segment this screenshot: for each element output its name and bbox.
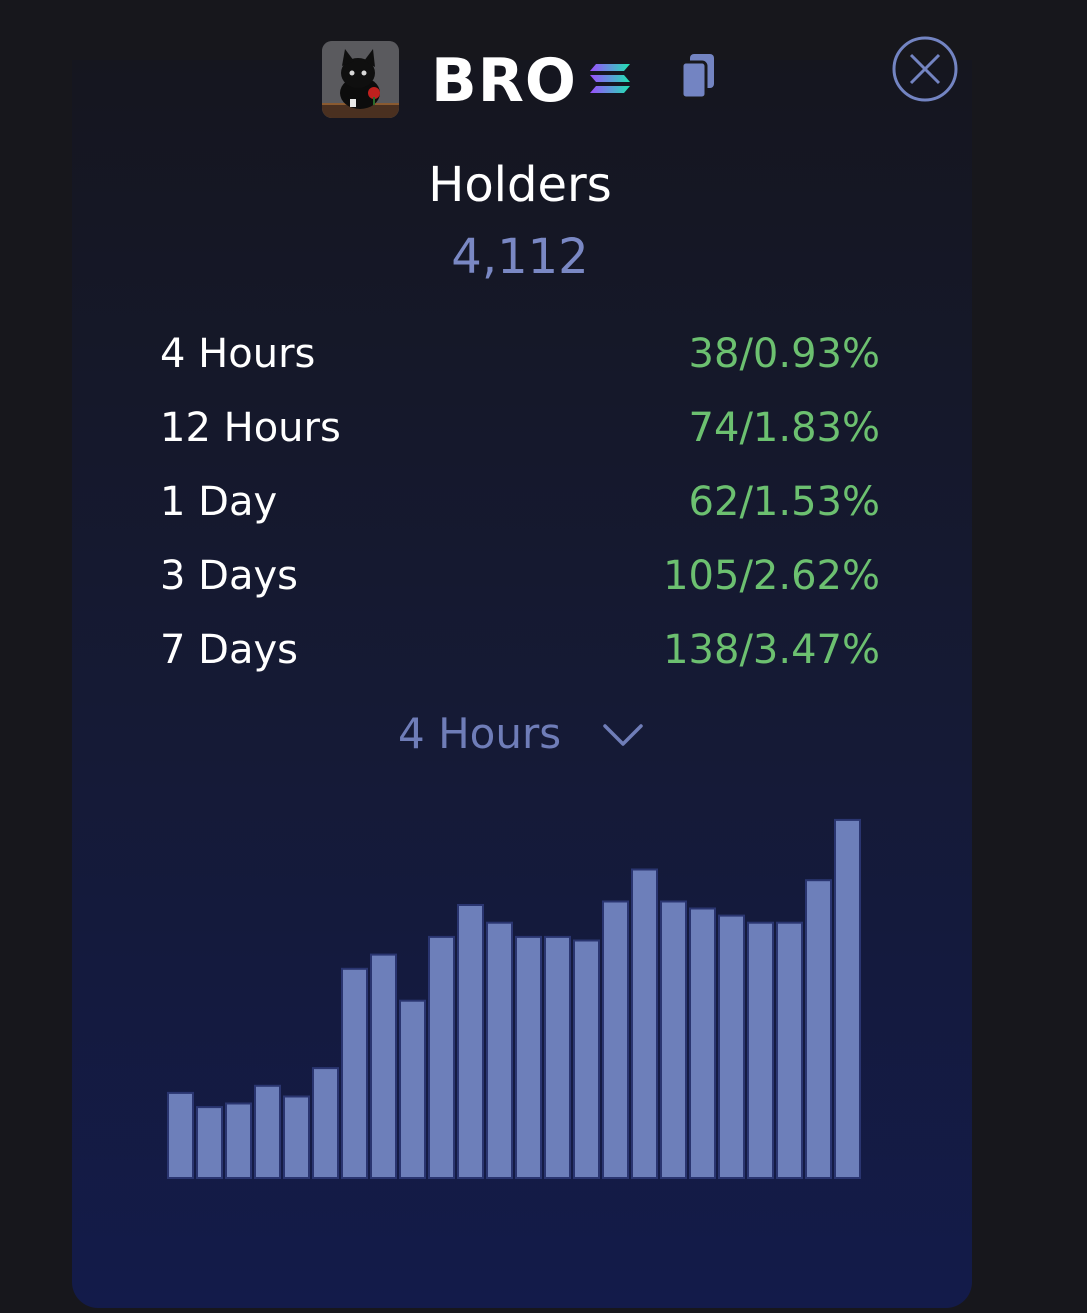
stat-row-4-hours: 4 Hours 38/0.93% [160,324,880,398]
chart-bar[interactable] [834,818,861,1180]
chart-bar[interactable] [631,868,658,1179]
chart-bar[interactable] [776,921,803,1179]
chart-bar[interactable] [660,900,687,1179]
stat-row-7-days: 7 Days 138/3.47% [160,620,880,694]
chart-bar[interactable] [341,967,368,1179]
stat-row-3-days: 3 Days 105/2.62% [160,546,880,620]
close-icon [892,36,958,102]
period-selected-label: 4 Hours [398,709,562,758]
stat-label: 12 Hours [160,405,341,451]
holders-title: Holders [428,157,612,213]
stat-label: 3 Days [160,553,298,599]
chart-bar[interactable] [805,879,832,1179]
token-name: BRO [431,46,577,116]
chart-bar[interactable] [370,953,397,1179]
chart-bar[interactable] [602,900,629,1179]
chevron-down-icon [603,724,643,746]
stat-value: 74/1.83% [688,405,880,451]
chart-bar[interactable] [573,939,600,1179]
chart-bar[interactable] [225,1102,252,1179]
copy-icon[interactable] [678,52,718,100]
chart-bar[interactable] [747,921,774,1179]
stat-label: 4 Hours [160,331,316,377]
stat-value: 138/3.47% [663,627,880,673]
stat-row-1-day: 1 Day 62/1.53% [160,472,880,546]
black-cat-avatar [322,41,399,118]
holder-stats-list: 4 Hours 38/0.93% 12 Hours 74/1.83% 1 Day… [160,324,880,694]
stat-value: 105/2.62% [663,553,880,599]
stat-value: 38/0.93% [688,331,880,377]
chart-bar[interactable] [312,1067,339,1180]
chart-bar[interactable] [167,1091,194,1179]
chart-bar[interactable] [457,904,484,1179]
stat-value: 62/1.53% [688,479,880,525]
chart-bar[interactable] [254,1084,281,1179]
chart-bar[interactable] [515,935,542,1179]
chart-bar[interactable] [399,999,426,1179]
period-dropdown[interactable]: 4 Hours [398,704,645,764]
chart-bar[interactable] [428,935,455,1179]
holders-count: 4,112 [451,229,589,285]
token-header: BRO [0,0,1087,125]
close-button[interactable] [892,36,958,102]
chart-bar[interactable] [486,921,513,1179]
stat-row-12-hours: 12 Hours 74/1.83% [160,398,880,472]
chart-bar[interactable] [196,1106,223,1180]
solana-icon [590,62,632,96]
stat-label: 1 Day [160,479,278,525]
chart-bar[interactable] [689,907,716,1179]
stat-label: 7 Days [160,627,298,673]
holders-bar-chart [167,818,861,1180]
chart-bar[interactable] [544,935,571,1179]
chart-bar[interactable] [718,914,745,1179]
chart-bar[interactable] [283,1095,310,1179]
